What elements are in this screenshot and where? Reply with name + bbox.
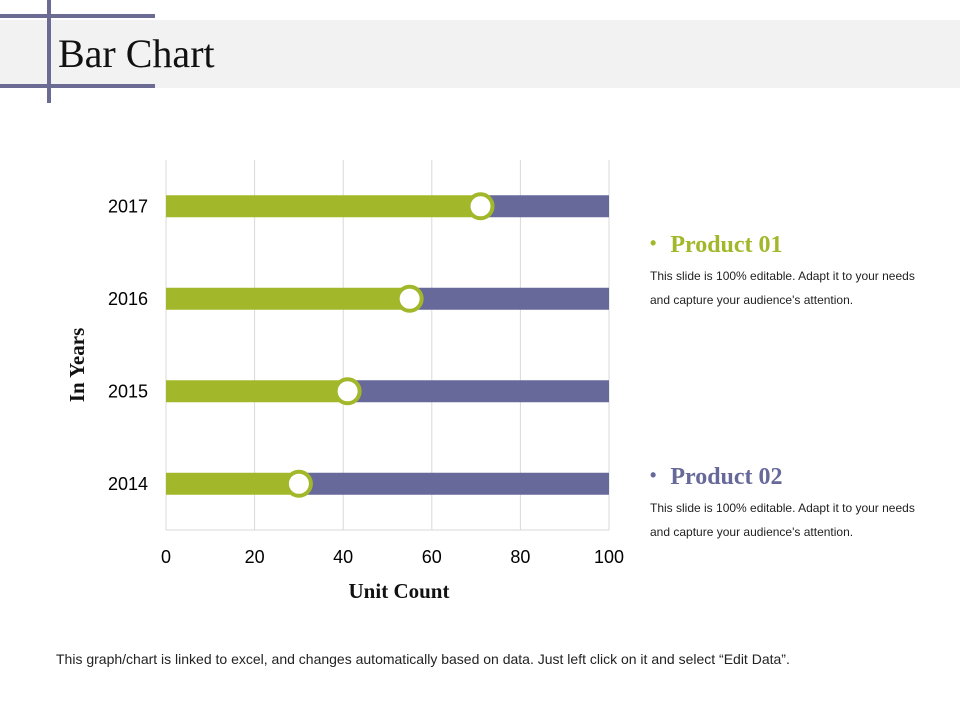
legend-label: Product 02 bbox=[670, 464, 783, 490]
legend-item-product-01: • Product 01 This slide is 100% editable.… bbox=[650, 228, 940, 312]
bar-product-01-2014 bbox=[166, 472, 299, 495]
decoration-vertical-line bbox=[47, 0, 51, 103]
footnote: This graph/chart is linked to excel, and… bbox=[56, 651, 790, 667]
bullet-icon: • bbox=[650, 465, 657, 485]
bar-product-02-2014 bbox=[298, 472, 609, 495]
bullet-icon: • bbox=[650, 233, 657, 253]
bar-product-01-2017 bbox=[166, 195, 481, 218]
y-axis-tick-labels: 2017 2016 2015 2014 bbox=[108, 196, 148, 494]
y-tick-label: 2016 bbox=[108, 289, 148, 309]
y-tick-label: 2014 bbox=[108, 474, 148, 494]
legend-item-product-02: • Product 02 This slide is 100% editable.… bbox=[650, 460, 940, 544]
legend-description: This slide is 100% editable. Adapt it to… bbox=[650, 269, 915, 307]
chart-bars bbox=[166, 195, 609, 495]
chart-markers bbox=[284, 192, 495, 498]
bar-product-01-2015 bbox=[166, 380, 348, 403]
x-tick-label: 40 bbox=[333, 547, 353, 567]
title-band bbox=[0, 20, 960, 88]
bar-product-02-2016 bbox=[409, 287, 609, 310]
marker-2016 bbox=[395, 284, 424, 313]
x-tick-label: 80 bbox=[510, 547, 530, 567]
x-axis-tick-labels: 0 20 40 60 80 100 bbox=[161, 547, 624, 567]
page-title: Bar Chart bbox=[58, 31, 215, 76]
bar-product-01-2016 bbox=[166, 287, 410, 310]
x-tick-label: 0 bbox=[161, 547, 171, 567]
chart-grid bbox=[165, 160, 610, 531]
y-tick-label: 2017 bbox=[108, 196, 148, 216]
legend-label: Product 01 bbox=[670, 232, 783, 258]
marker-2015 bbox=[333, 377, 362, 406]
x-tick-label: 100 bbox=[594, 547, 624, 567]
x-tick-label: 20 bbox=[245, 547, 265, 567]
x-axis-title: Unit Count bbox=[349, 579, 450, 603]
bar-product-02-2015 bbox=[347, 380, 609, 403]
decoration-top-line bbox=[0, 14, 155, 18]
y-axis-title: In Years bbox=[65, 328, 89, 402]
y-tick-label: 2015 bbox=[108, 381, 148, 401]
x-tick-label: 60 bbox=[422, 547, 442, 567]
legend-description: This slide is 100% editable. Adapt it to… bbox=[650, 501, 915, 539]
decoration-bottom-line bbox=[0, 84, 155, 88]
marker-2014 bbox=[284, 469, 313, 498]
bar-product-02-2017 bbox=[480, 195, 609, 218]
marker-2017 bbox=[466, 192, 495, 221]
